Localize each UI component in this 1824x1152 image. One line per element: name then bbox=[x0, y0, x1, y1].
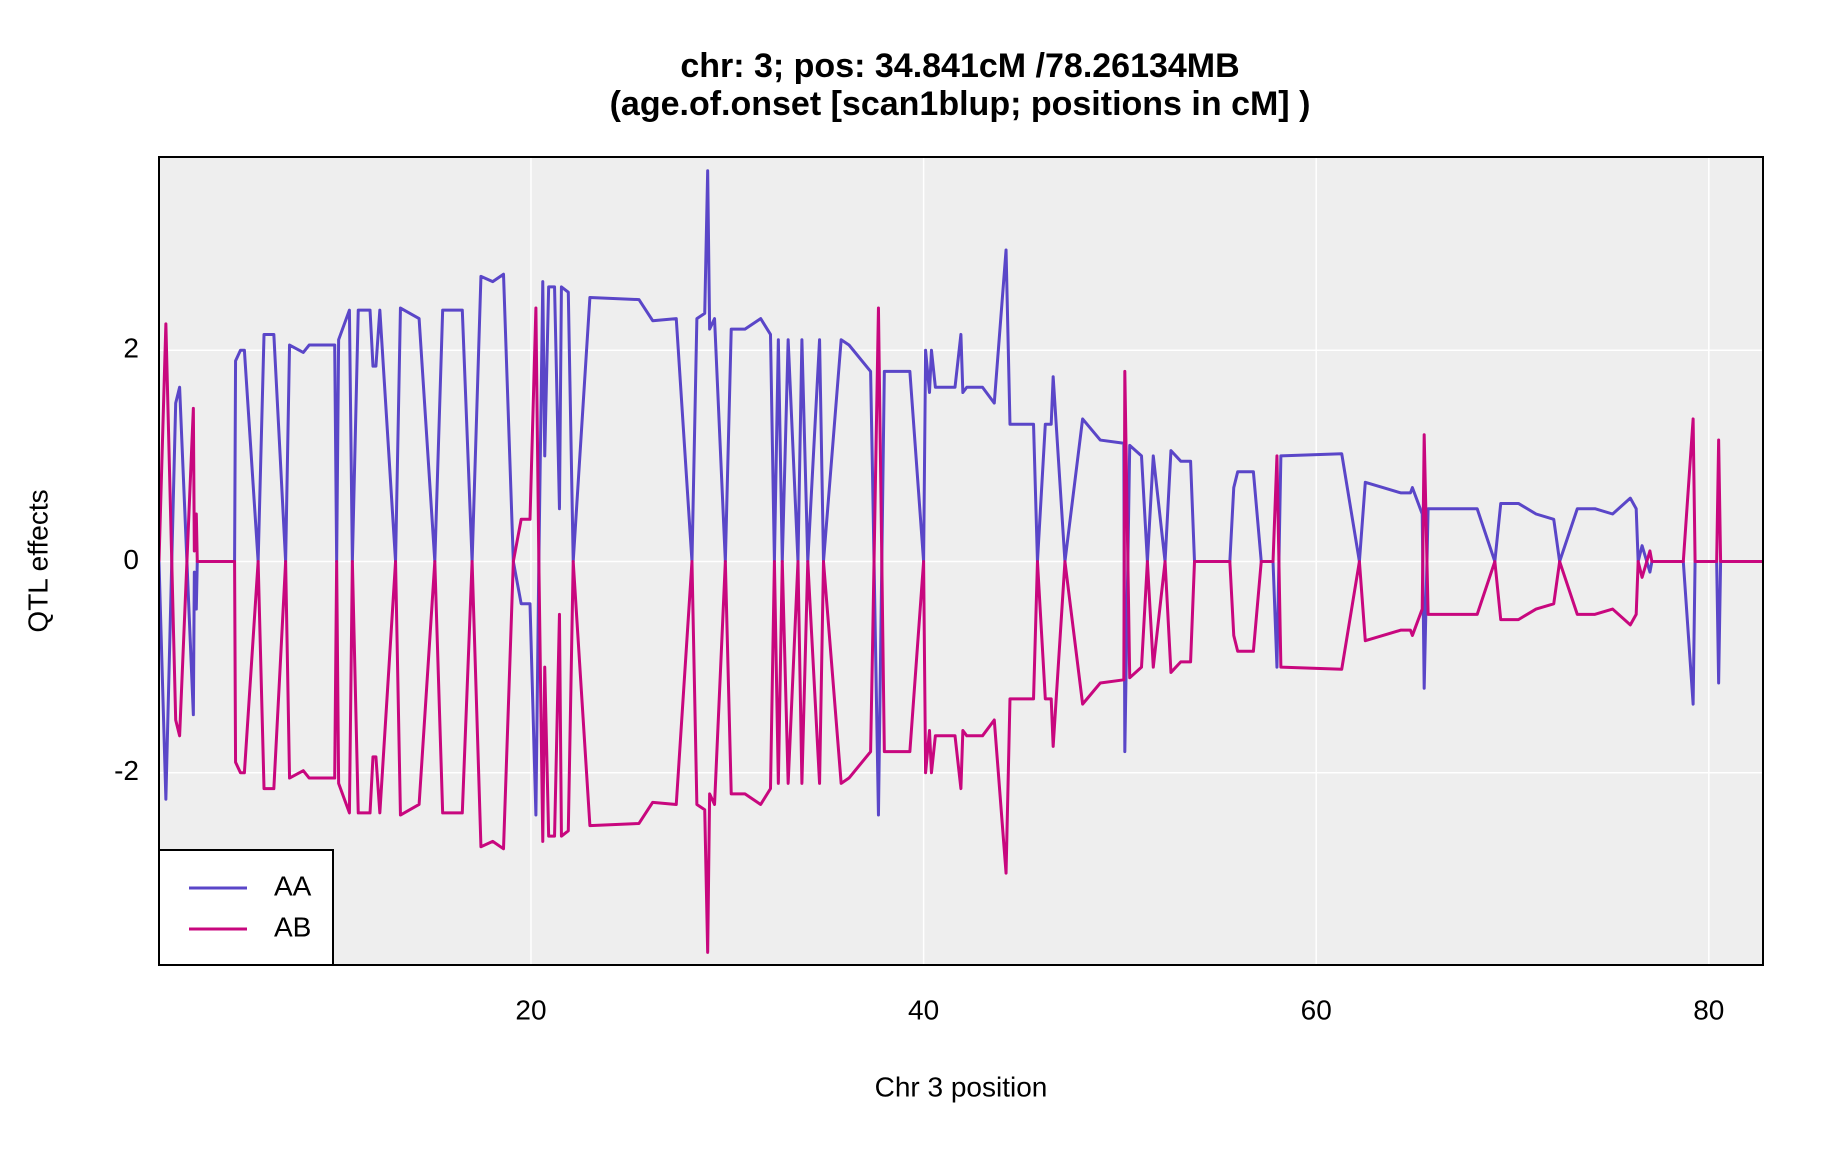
legend-label: AB bbox=[274, 911, 311, 942]
legend-box bbox=[158, 849, 334, 966]
y-axis-label: QTL effects bbox=[22, 489, 53, 632]
legend: AA AB bbox=[158, 849, 334, 966]
y-tick-label: 2 bbox=[123, 333, 139, 364]
x-tick-label: 80 bbox=[1693, 994, 1724, 1025]
series-line bbox=[159, 169, 1763, 817]
x-tick-label: 40 bbox=[908, 994, 939, 1025]
chart-subtitle: (age.of.onset [scan1blup; positions in c… bbox=[610, 85, 1311, 123]
x-tick-label: 20 bbox=[515, 994, 546, 1025]
series-line bbox=[159, 306, 1763, 954]
y-tick-label: -2 bbox=[114, 755, 139, 786]
x-axis-label: Chr 3 position bbox=[875, 1071, 1048, 1102]
x-tick-label: 60 bbox=[1301, 994, 1332, 1025]
plot-frame bbox=[158, 156, 1764, 966]
legend-label: AA bbox=[274, 870, 312, 901]
y-tick-label: 0 bbox=[123, 544, 139, 575]
chart-title: chr: 3; pos: 34.841cM /78.26134MB bbox=[680, 47, 1239, 85]
